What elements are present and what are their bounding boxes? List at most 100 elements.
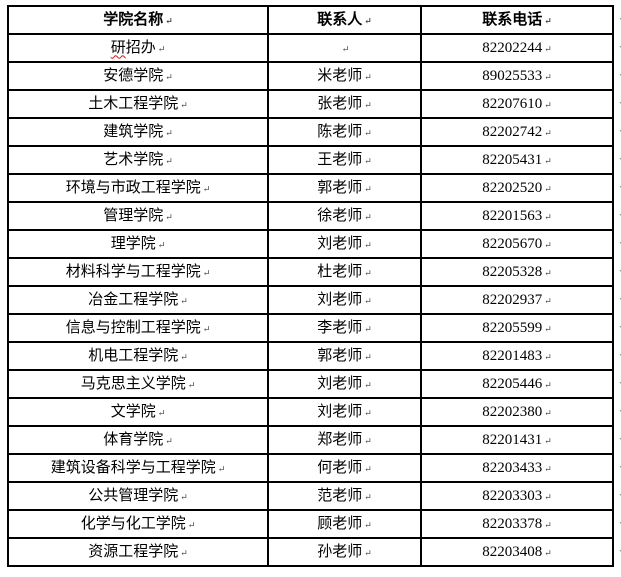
table-row: 信息与控制工程学院 ↵ 李老师 ↵ 82205599 ↵ [7,313,614,343]
cell-college-name[interactable]: 马克思主义学院 ↵ [7,369,269,399]
cell-contact-person[interactable]: 李老师 ↵ [267,313,422,343]
cell-contact-person[interactable]: 何老师 ↵ [267,453,422,483]
end-of-cell-mark: ↵ [364,15,372,26]
cell-phone-number[interactable]: 82202380 ↵ [420,397,614,427]
cell-contact-person[interactable]: 顾老师 ↵ [267,509,422,539]
cell-phone-number[interactable]: 82203303 ↵ [420,481,614,511]
end-of-row-mark: ◄ [618,15,621,23]
end-of-row-mark: ◄ [618,463,621,471]
end-of-row-mark: ◄ [618,435,621,443]
cell-college-name[interactable]: 建筑设备科学与工程学院 ↵ [7,453,269,483]
college-name: 材料科学与工程学院 [65,263,201,280]
header-row: 学院名称 ↵ 联系人 ↵ 联系电话 ↵ [7,5,614,35]
cell-phone-number[interactable]: 82207610 ↵ [420,89,614,119]
end-of-cell-mark: ↵ [544,295,552,306]
end-of-row-mark: ◄ [618,295,621,303]
end-of-cell-mark: ↵ [157,407,166,418]
cell-contact-person[interactable]: ↵ [267,33,422,63]
cell-phone-number[interactable]: 82205599 ↵ [420,313,614,343]
end-of-row-mark: ◄ [618,155,621,163]
cell-college-name[interactable]: 信息与控制工程学院 ↵ [7,313,269,343]
header-cell-phone[interactable]: 联系电话 ↵ [420,5,614,35]
cell-phone-number[interactable]: 82201563 ↵ [420,201,614,231]
cell-contact-person[interactable]: 刘老师 ↵ [267,397,422,427]
cell-college-name[interactable]: 化学与化工学院 ↵ [7,509,269,539]
college-name: 管理学院 [103,207,164,224]
cell-contact-person[interactable]: 刘老师 ↵ [267,369,422,399]
contact-person: 王老师 [317,151,363,168]
cell-college-name[interactable]: 建筑学院 ↵ [7,117,269,147]
contact-person: 刘老师 [317,375,363,392]
cell-contact-person[interactable]: 徐老师 ↵ [267,201,422,231]
end-of-row-mark: ◄ [618,71,621,79]
end-of-cell-mark: ↵ [544,239,552,250]
cell-phone-number[interactable]: 82205328 ↵ [420,257,614,287]
cell-contact-person[interactable]: 米老师 ↵ [267,61,422,91]
cell-college-name[interactable]: 安德学院 ↵ [7,61,269,91]
cell-phone-number[interactable]: 82205670 ↵ [420,229,614,259]
cell-contact-person[interactable]: 郭老师 ↵ [267,341,422,371]
end-of-cell-mark: ↵ [187,519,196,530]
cell-college-name[interactable]: 文学院 ↵ [7,397,269,427]
cell-phone-number[interactable]: 82202520 ↵ [420,173,614,203]
end-of-cell-mark: ↵ [180,547,188,558]
cell-phone-number[interactable]: 82202244 ↵ [420,33,614,63]
end-of-cell-mark: ↵ [364,155,372,166]
cell-college-name[interactable]: 管理学院 ↵ [7,201,269,231]
cell-college-name[interactable]: 环境与市政工程学院 ↵ [7,173,269,203]
cell-college-name[interactable]: 资源工程学院 ↵ [7,537,269,567]
cell-phone-number[interactable]: 82203433 ↵ [420,453,614,483]
end-of-cell-mark: ↵ [165,211,173,222]
header-label-college: 学院名称 [103,11,164,28]
phone-number: 82201563 [482,207,543,224]
end-of-cell-mark: ↵ [165,71,173,82]
cell-college-name[interactable]: 材料科学与工程学院 ↵ [7,257,269,287]
cell-college-name[interactable]: 理学院 ↵ [7,229,269,259]
cell-college-name[interactable]: 机电工程学院 ↵ [7,341,269,371]
table-row: 建筑设备科学与工程学院 ↵ 何老师 ↵ 82203433 ↵ [7,453,614,483]
contact-person: 刘老师 [317,403,363,420]
cell-phone-number[interactable]: 89025533 ↵ [420,61,614,91]
cell-phone-number[interactable]: 82202742 ↵ [420,117,614,147]
end-of-cell-mark: ↵ [180,295,188,306]
cell-contact-person[interactable]: 孙老师 ↵ [267,537,422,567]
cell-contact-person[interactable]: 张老师 ↵ [267,89,422,119]
cell-phone-number[interactable]: 82203408 ↵ [420,537,614,567]
cell-phone-number[interactable]: 82202937 ↵ [420,285,614,315]
table-body: 研招办 ↵ ↵ 82202244 ↵ 安德学院 ↵ 米老师 ↵ 89025533 ↵ 土木… [7,33,614,567]
table-row: 研招办 ↵ ↵ 82202244 ↵ [7,33,614,63]
cell-college-name[interactable]: 冶金工程学院 ↵ [7,285,269,315]
table-row: 化学与化工学院 ↵ 顾老师 ↵ 82203378 ↵ [7,509,614,539]
cell-contact-person[interactable]: 杜老师 ↵ [267,257,422,287]
contact-person: 刘老师 [317,235,363,252]
end-of-row-mark: ◄ [618,211,621,219]
cell-college-name[interactable]: 土木工程学院 ↵ [7,89,269,119]
cell-college-name[interactable]: 艺术学院 ↵ [7,145,269,175]
cell-contact-person[interactable]: 陈老师 ↵ [267,117,422,147]
cell-phone-number[interactable]: 82205431 ↵ [420,145,614,175]
cell-college-name[interactable]: 公共管理学院 ↵ [7,481,269,511]
cell-contact-person[interactable]: 刘老师 ↵ [267,285,422,315]
end-of-cell-mark: ↵ [157,43,166,54]
end-of-cell-mark: ↵ [544,323,552,334]
cell-college-name[interactable]: 体育学院 ↵ [7,425,269,455]
phone-number: 82202937 [482,291,543,308]
cell-contact-person[interactable]: 郭老师 ↵ [267,173,422,203]
contact-person: 刘老师 [317,291,363,308]
cell-contact-person[interactable]: 刘老师 ↵ [267,229,422,259]
cell-phone-number[interactable]: 82203378 ↵ [420,509,614,539]
cell-phone-number[interactable]: 82201483 ↵ [420,341,614,371]
header-cell-contact[interactable]: 联系人 ↵ [267,5,422,35]
table-row: 建筑学院 ↵ 陈老师 ↵ 82202742 ↵ [7,117,614,147]
cell-contact-person[interactable]: 郑老师 ↵ [267,425,422,455]
cell-phone-number[interactable]: 82201431 ↵ [420,425,614,455]
cell-contact-person[interactable]: 范老师 ↵ [267,481,422,511]
cell-college-name[interactable]: 研招办 ↵ [7,33,269,63]
end-of-cell-mark: ↵ [544,15,552,26]
table-header: 学院名称 ↵ 联系人 ↵ 联系电话 ↵ [7,5,614,35]
cell-contact-person[interactable]: 王老师 ↵ [267,145,422,175]
header-cell-college[interactable]: 学院名称 ↵ [7,5,269,35]
end-of-cell-mark: ↵ [544,547,552,558]
phone-number: 82202380 [482,403,543,420]
cell-phone-number[interactable]: 82205446 ↵ [420,369,614,399]
